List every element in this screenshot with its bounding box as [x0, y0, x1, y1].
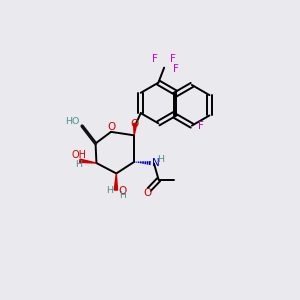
Text: F: F [198, 121, 204, 130]
Text: HO: HO [65, 116, 80, 125]
Text: N: N [152, 158, 160, 168]
Text: F: F [170, 54, 176, 64]
Text: O: O [143, 188, 152, 198]
Text: H: H [106, 186, 114, 195]
Polygon shape [80, 159, 97, 163]
Text: F: F [152, 54, 158, 64]
Polygon shape [114, 173, 118, 190]
Text: O: O [118, 185, 127, 196]
Polygon shape [134, 123, 137, 135]
Text: F: F [173, 64, 179, 74]
Text: O: O [131, 119, 139, 129]
Text: O: O [107, 122, 116, 132]
Text: OH: OH [71, 150, 86, 160]
Text: H: H [75, 160, 82, 169]
Text: H: H [119, 191, 126, 200]
Text: H: H [157, 155, 164, 164]
